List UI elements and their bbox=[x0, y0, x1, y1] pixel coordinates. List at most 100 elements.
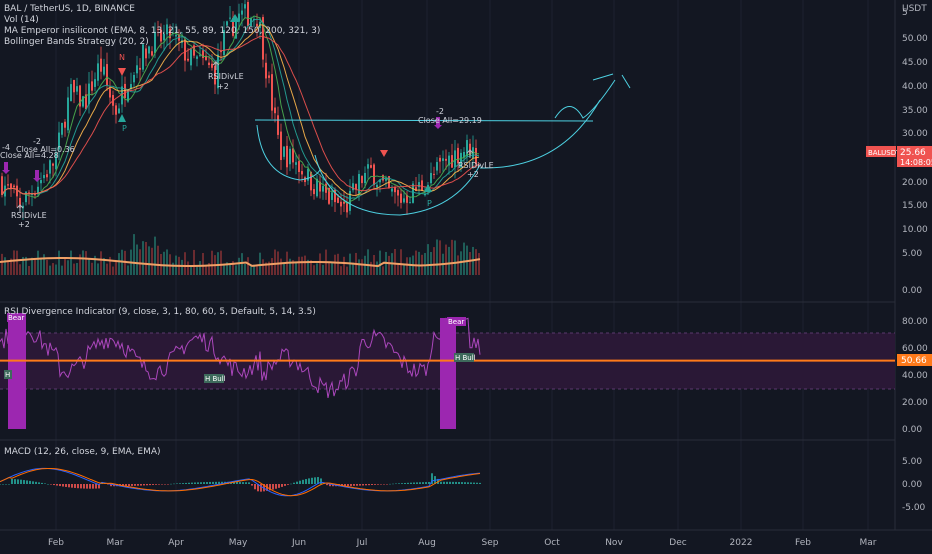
macd-histogram-bar bbox=[464, 482, 466, 484]
volume-bar bbox=[469, 252, 471, 275]
ma-line bbox=[1, 35, 480, 196]
price-axis[interactable]: 5 50.00 45.00 40.00 35.00 30.00 20.00 15.00 10.0… bbox=[902, 8, 928, 513]
candle-body bbox=[19, 197, 21, 208]
candle-body bbox=[403, 198, 405, 203]
volume-bar bbox=[118, 253, 120, 275]
candle-body bbox=[145, 48, 147, 59]
candle-body bbox=[28, 192, 30, 194]
annot-aug-close: Close All=29.19 bbox=[418, 116, 482, 125]
volume-bar bbox=[196, 266, 198, 275]
volume-bar bbox=[7, 260, 9, 275]
volume-bar bbox=[181, 259, 183, 275]
candle-body bbox=[457, 147, 459, 164]
volume-bar bbox=[40, 257, 42, 275]
macd-histogram-bar bbox=[59, 484, 61, 487]
volume-bar bbox=[289, 258, 291, 275]
volume-bar bbox=[352, 262, 354, 275]
candle-body bbox=[439, 157, 441, 162]
macd-histogram-bar bbox=[92, 484, 94, 489]
volume-bar bbox=[436, 239, 438, 275]
candle-body bbox=[256, 23, 258, 27]
candle-body bbox=[412, 183, 414, 203]
volume-bar bbox=[406, 257, 408, 275]
volume-legend[interactable]: Vol (14) bbox=[4, 15, 39, 25]
volume-bar bbox=[46, 259, 48, 275]
volume-bar bbox=[70, 250, 72, 275]
macd-histogram-bar bbox=[110, 484, 112, 487]
macd-histogram-bar bbox=[206, 482, 208, 484]
volume-bar bbox=[457, 255, 459, 275]
macd-histogram-bar bbox=[221, 481, 223, 484]
candle-body bbox=[229, 17, 231, 19]
volume-bar bbox=[319, 253, 321, 275]
moving-averages bbox=[1, 15, 480, 205]
macd-legend[interactable]: MACD (12, 26, close, 9, EMA, EMA) bbox=[4, 447, 161, 457]
time-axis-label: Apr bbox=[168, 538, 184, 548]
macd-histogram-bar bbox=[23, 480, 25, 484]
volume-bar bbox=[265, 262, 267, 275]
candle-body bbox=[217, 54, 219, 89]
volume-bar bbox=[25, 256, 27, 275]
volume-bar bbox=[148, 246, 150, 275]
macd-histogram-bar bbox=[407, 482, 409, 484]
candle-body bbox=[283, 146, 285, 157]
volume-bar bbox=[298, 256, 300, 275]
macd-histogram-bar bbox=[56, 484, 58, 486]
candle-body bbox=[418, 182, 420, 188]
candle-body bbox=[400, 193, 402, 203]
candle-body bbox=[193, 45, 195, 56]
volume-bar bbox=[415, 250, 417, 275]
volume-bar bbox=[280, 258, 282, 275]
symbol-legend[interactable]: BAL / TetherUS, 1D, BINANCE bbox=[4, 4, 135, 14]
volume-bar bbox=[478, 253, 480, 275]
candle-body bbox=[7, 184, 9, 186]
volume-bar bbox=[454, 240, 456, 275]
time-axis[interactable]: Feb Mar Apr May Jun Jul Aug Sep Oct Nov Dec 2022 Feb… bbox=[48, 538, 877, 548]
volume-bar bbox=[58, 250, 60, 275]
volume-bar bbox=[19, 264, 21, 275]
main-legend[interactable]: BAL / TetherUS, 1D, BINANCE Vol (14) MA … bbox=[4, 4, 320, 48]
candle-body bbox=[361, 176, 363, 184]
macd-histogram-bar bbox=[476, 482, 478, 484]
macd-histogram-bar bbox=[134, 484, 136, 486]
volume-bar bbox=[37, 250, 39, 275]
rsi-bear-label-1: Bear bbox=[8, 314, 24, 322]
volume-bar bbox=[358, 259, 360, 275]
volume-bar bbox=[166, 249, 168, 275]
macd-series bbox=[0, 467, 481, 497]
bb-legend[interactable]: Bollinger Bands Strategy (20, 2) bbox=[4, 37, 149, 47]
rsi-legend[interactable]: RSI Divergence Indicator (9, close, 3, 1… bbox=[4, 307, 316, 317]
macd-histogram-bar bbox=[233, 481, 235, 484]
macd-histogram-bar bbox=[212, 481, 214, 484]
up-triangle-marker bbox=[424, 184, 432, 192]
candle-body bbox=[55, 153, 57, 170]
macd-axis-label: 5.00 bbox=[902, 457, 922, 467]
volume-bar bbox=[394, 249, 396, 275]
candle-body bbox=[289, 148, 291, 165]
candle-body bbox=[268, 75, 270, 78]
volume-bar bbox=[31, 257, 33, 275]
rsi-hbull-label-2-bg bbox=[454, 353, 474, 362]
candle-body bbox=[136, 65, 138, 74]
ma-legend[interactable]: MA Emperor insiliconot (EMA, 8, 13, 21, … bbox=[4, 26, 321, 36]
volume-bar bbox=[61, 265, 63, 275]
candle-body bbox=[463, 151, 465, 158]
currency-label[interactable]: USDT bbox=[902, 4, 927, 14]
volume-bar bbox=[292, 260, 294, 275]
annot-tri-p1: P bbox=[122, 124, 127, 133]
volume-ma-line bbox=[0, 257, 481, 268]
macd-histogram-bar bbox=[197, 482, 199, 484]
neckline bbox=[254, 119, 594, 122]
cup-and-handle-pattern bbox=[254, 73, 631, 216]
volume-bar bbox=[328, 261, 330, 275]
macd-histogram-bar bbox=[401, 483, 403, 484]
volume-bars bbox=[0, 234, 481, 275]
macd-histogram-bar bbox=[0, 484, 1, 485]
candle-body bbox=[196, 56, 198, 59]
rsi-tag-value: 50.66 bbox=[901, 356, 927, 366]
volume-bar bbox=[55, 264, 57, 275]
annot-left-minus: -4 bbox=[2, 143, 10, 152]
candle-body bbox=[103, 66, 105, 75]
price-tag-countdown: 14:08:05 bbox=[900, 158, 932, 167]
